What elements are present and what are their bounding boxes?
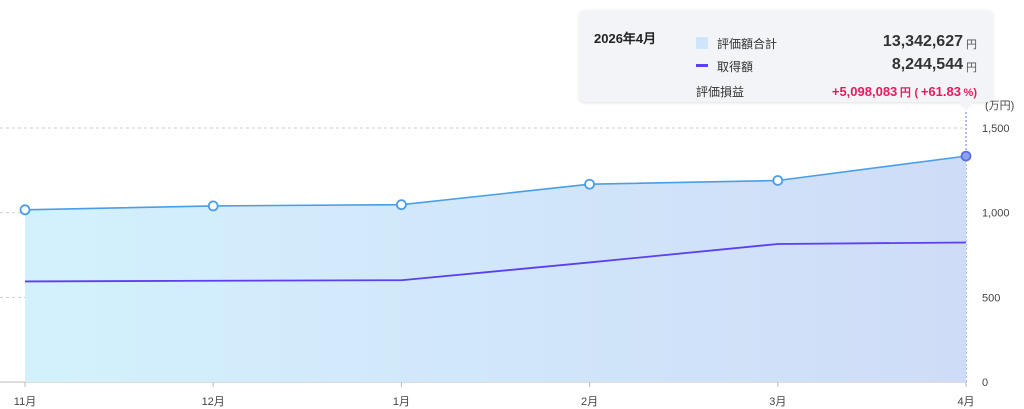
gain-label: 評価損益	[696, 85, 745, 99]
x-tick-label: 12月	[202, 396, 225, 408]
x-tick-label: 11月	[14, 396, 36, 408]
x-tick-label: 2月	[581, 396, 598, 408]
acquisition-line	[24, 241, 967, 283]
gain-pct-unit: %	[963, 87, 974, 99]
gain-pct-open: (	[914, 87, 919, 99]
valuation-point	[395, 199, 407, 211]
acquisition-unit: 円	[966, 62, 977, 74]
valuation-point	[584, 178, 595, 190]
tooltip-row-valuation: 評価額合計 13,342,627 円	[696, 33, 977, 54]
tooltip-date: 2026年4月	[594, 31, 657, 46]
acquisition-legend-line	[696, 64, 708, 67]
valuation-unit: 円	[966, 39, 977, 51]
valuation-area	[25, 156, 966, 382]
y-tick-label: 500	[982, 292, 1000, 304]
valuation-point-highlighted	[960, 150, 972, 162]
valuation-line	[24, 155, 967, 211]
gain-value-group: +5,098,083 円 ( +61.83 %)	[832, 84, 977, 100]
x-tick-label: 1月	[393, 396, 410, 408]
tooltip-arrow	[958, 102, 974, 111]
y-tick-label: 0	[982, 377, 988, 389]
valuation-point	[207, 200, 219, 212]
acquisition-value: 8,244,544	[891, 56, 963, 73]
y-unit-label: (万円)	[985, 100, 1014, 112]
x-tick-label: 4月	[957, 396, 974, 408]
tooltip-row-acquisition: 取得額 8,244,544 円	[696, 56, 977, 77]
chart-tooltip: 2026年4月 評価額合計 13,342,627 円 取得額 8,244,544…	[579, 10, 993, 102]
valuation-point	[772, 175, 784, 186]
valuation-label: 評価額合計	[717, 37, 778, 51]
y-tick-label: 1,500	[982, 123, 1010, 135]
valuation-legend-swatch	[696, 37, 708, 49]
valuation-value: 13,342,627	[882, 33, 963, 50]
gain-value: +5,098,083	[831, 84, 898, 99]
acquisition-label: 取得額	[717, 60, 754, 74]
x-tick-label: 3月	[769, 396, 786, 408]
valuation-point	[19, 204, 31, 216]
tooltip-row-gain: 評価損益 +5,098,083 円 ( +61.83 %)	[696, 82, 977, 102]
gain-pct: +61.83	[920, 84, 961, 99]
gain-unit: 円	[899, 87, 911, 99]
y-tick-label: 1,000	[982, 208, 1010, 220]
gain-pct-close: )	[973, 87, 977, 99]
